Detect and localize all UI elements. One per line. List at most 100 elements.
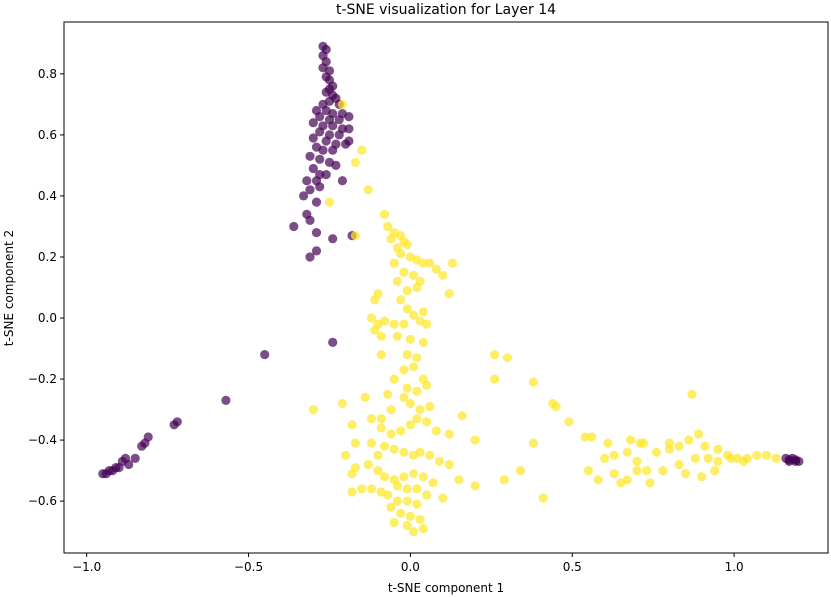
scatter-point-series-2 xyxy=(366,414,377,424)
scatter-point-series-2 xyxy=(502,353,513,363)
scatter-point-series-2 xyxy=(444,289,454,299)
scatter-point-series-2 xyxy=(376,423,386,433)
scatter-point-series-2 xyxy=(438,493,448,503)
scatter-point-series-2 xyxy=(337,398,347,409)
scatter-point-series-2 xyxy=(632,466,642,476)
scatter-point-series-2 xyxy=(379,472,390,482)
scatter-point-series-2 xyxy=(399,392,409,402)
scatter-point-series-2 xyxy=(389,444,399,454)
scatter-point-series-1 xyxy=(311,228,322,238)
x-tick-label: 0.0 xyxy=(401,560,420,574)
scatter-point-series-1 xyxy=(299,191,309,201)
scatter-point-series-1 xyxy=(305,185,315,195)
scatter-point-series-2 xyxy=(684,435,694,445)
scatter-point-series-2 xyxy=(386,234,396,244)
scatter-point-series-1 xyxy=(328,121,338,131)
scatter-point-series-2 xyxy=(431,426,441,436)
scatter-point-series-2 xyxy=(457,411,467,421)
y-tick-label: 0.6 xyxy=(38,128,57,142)
scatter-point-series-2 xyxy=(396,249,406,259)
scatter-point-series-1 xyxy=(124,459,134,470)
scatter-point-series-2 xyxy=(389,374,399,384)
scatter-point-series-2 xyxy=(690,453,700,463)
scatter-point-series-2 xyxy=(761,450,772,460)
scatter-point-series-2 xyxy=(528,438,539,448)
scatter-point-series-2 xyxy=(415,405,425,415)
scatter-point-series-1 xyxy=(260,350,270,360)
scatter-point-series-2 xyxy=(337,99,347,109)
scatter-point-series-2 xyxy=(415,447,425,457)
scatter-point-series-2 xyxy=(308,405,318,415)
scatter-point-series-2 xyxy=(587,432,597,442)
scatter-point-series-1 xyxy=(315,154,325,164)
y-tick-label: −0.6 xyxy=(28,494,57,508)
scatter-point-series-1 xyxy=(328,145,338,155)
scatter-point-series-2 xyxy=(425,258,435,268)
scatter-point-series-2 xyxy=(438,270,448,280)
scatter-point-series-1 xyxy=(344,112,354,122)
scatter-point-series-1 xyxy=(308,118,318,128)
scatter-point-series-2 xyxy=(703,453,713,463)
scatter-point-series-2 xyxy=(412,282,422,293)
scatter-point-series-2 xyxy=(389,517,399,528)
y-tick-label: 0.4 xyxy=(38,189,57,203)
scatter-point-series-2 xyxy=(409,362,419,372)
scatter-point-series-2 xyxy=(681,469,691,479)
scatter-point-series-2 xyxy=(402,484,412,494)
scatter-point-series-2 xyxy=(425,450,435,460)
scatter-point-series-1 xyxy=(315,112,325,122)
scatter-point-series-2 xyxy=(418,307,428,317)
scatter-point-series-2 xyxy=(402,240,412,250)
y-tick-label: −0.2 xyxy=(28,372,57,386)
scatter-point-series-1 xyxy=(321,170,331,180)
scatter-point-series-1 xyxy=(334,130,344,140)
scatter-point-series-2 xyxy=(376,350,386,360)
scatter-point-series-2 xyxy=(350,231,360,241)
scatter-point-series-2 xyxy=(396,295,406,305)
scatter-point-series-2 xyxy=(528,377,539,387)
scatter-point-series-1 xyxy=(315,127,325,137)
scatter-point-series-2 xyxy=(341,450,351,460)
scatter-point-series-2 xyxy=(379,209,390,219)
scatter-point-series-2 xyxy=(392,481,402,491)
scatter-point-series-2 xyxy=(402,383,412,393)
scatter-point-series-2 xyxy=(700,441,710,451)
scatter-point-series-2 xyxy=(396,508,406,518)
scatter-point-series-2 xyxy=(392,276,402,286)
scatter-point-series-2 xyxy=(350,157,360,167)
scatter-point-series-2 xyxy=(580,432,590,442)
scatter-point-series-1 xyxy=(308,133,318,143)
scatter-point-series-2 xyxy=(389,319,399,329)
scatter-point-series-2 xyxy=(370,295,380,305)
y-tick-label: 0.0 xyxy=(38,311,57,325)
scatter-point-series-1 xyxy=(169,420,179,430)
scatter-point-series-1 xyxy=(308,163,318,174)
scatter-point-series-2 xyxy=(422,490,432,500)
scatter-point-series-2 xyxy=(392,331,402,341)
scatter-point-series-2 xyxy=(418,337,428,347)
scatter-point-series-2 xyxy=(713,444,723,454)
scatter-point-series-2 xyxy=(402,350,412,360)
scatter-point-series-2 xyxy=(357,484,367,494)
scatter-point-series-2 xyxy=(347,420,357,430)
scatter-point-series-2 xyxy=(360,392,370,402)
scatter-point-series-2 xyxy=(392,496,402,506)
scatter-point-series-2 xyxy=(425,401,435,412)
scatter-point-series-2 xyxy=(409,270,419,280)
scatter-point-series-1 xyxy=(344,124,354,134)
y-tick-label: −0.4 xyxy=(28,433,57,447)
scatter-point-series-2 xyxy=(405,398,415,409)
y-tick-label: 0.2 xyxy=(38,250,57,264)
scatter-point-series-2 xyxy=(490,374,500,384)
scatter-point-series-2 xyxy=(693,429,704,439)
scatter-point-series-2 xyxy=(409,310,419,320)
scatter-point-series-1 xyxy=(315,182,325,192)
scatter-point-series-2 xyxy=(515,466,526,476)
scatter-point-series-2 xyxy=(710,466,720,476)
scatter-point-series-2 xyxy=(402,286,412,296)
scatter-point-series-2 xyxy=(324,197,335,207)
scatter-point-series-2 xyxy=(771,453,781,463)
scatter-point-series-2 xyxy=(726,453,736,463)
scatter-point-series-2 xyxy=(366,438,377,448)
scatter-point-series-2 xyxy=(422,417,432,427)
